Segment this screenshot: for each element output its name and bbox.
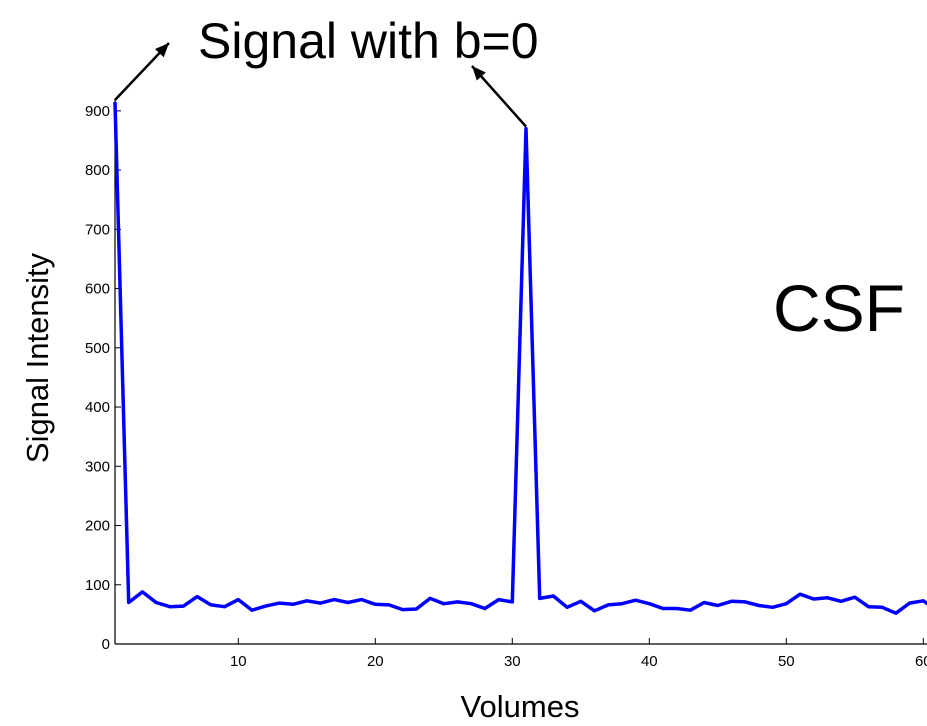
y-tick-label: 900 [85, 103, 110, 120]
annotation-arrows [114, 42, 527, 128]
x-tick-label: 40 [641, 653, 658, 670]
y-tick-label: 300 [85, 458, 110, 475]
annotation-csf: CSF [773, 271, 905, 345]
y-tick-label: 500 [85, 340, 110, 357]
y-axis-ticks: 0 100 200 300 400 500 600 700 800 900 [85, 103, 121, 653]
y-tick-label: 0 [102, 636, 110, 653]
x-tick-label: 60 [915, 653, 927, 670]
x-tick-label: 10 [230, 653, 247, 670]
y-tick-label: 200 [85, 518, 110, 535]
annotation-signal-b0: Signal with b=0 [198, 13, 539, 69]
y-tick-label: 600 [85, 281, 110, 298]
x-tick-label: 50 [778, 653, 795, 670]
x-axis-label: Volumes [461, 689, 580, 724]
y-tick-label: 700 [85, 221, 110, 238]
annotation-arrowhead [155, 43, 169, 58]
x-axis-ticks: 10 20 30 40 50 60 [230, 638, 927, 670]
x-tick-label: 30 [504, 653, 521, 670]
series-line [113, 101, 927, 615]
x-tick-label: 20 [367, 653, 384, 670]
y-tick-label: 100 [85, 577, 110, 594]
axes [114, 99, 927, 645]
annotation-arrowhead [472, 66, 486, 81]
y-axis-label: Signal Intensity [20, 252, 55, 463]
y-tick-label: 400 [85, 399, 110, 416]
y-tick-label: 800 [85, 162, 110, 179]
